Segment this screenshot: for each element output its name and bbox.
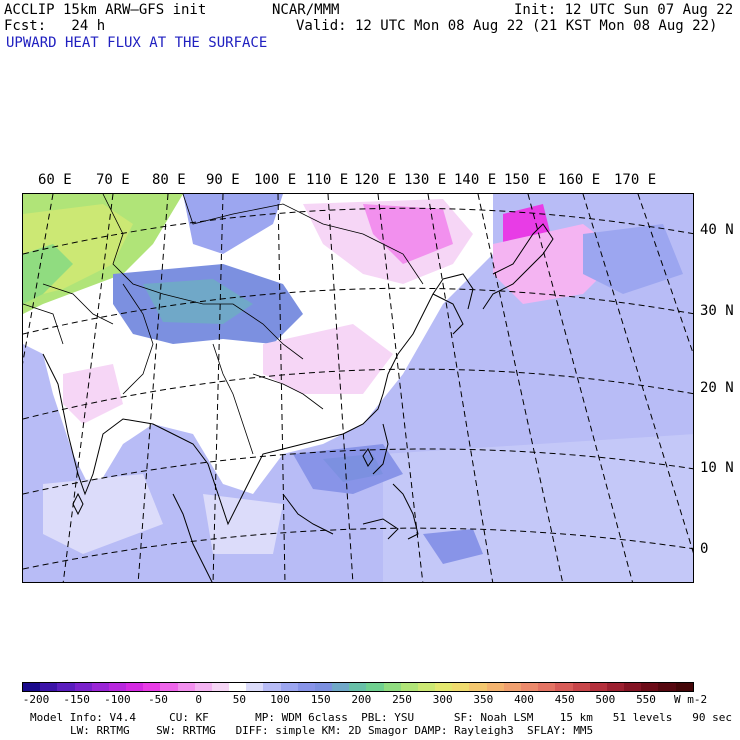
colorbar-swatch <box>229 683 247 691</box>
colorbar-swatch <box>108 683 127 691</box>
model-info-line2: LW: RRTMG SW: RRTMG DIFF: simple KM: 2D … <box>70 724 594 737</box>
colorbar-swatch <box>143 683 161 691</box>
negative-flux-region <box>63 364 123 424</box>
colorbar-swatch <box>503 683 521 691</box>
colorbar-swatch <box>280 683 298 691</box>
init-time: Init: 12 UTC Sun 07 Aug 22 <box>514 2 734 18</box>
model-info-line1: Model Info: V4.4 CU: KF MP: WDM 6class P… <box>30 711 732 724</box>
colorbar-swatch <box>675 683 693 691</box>
colorbar-swatch <box>263 683 281 691</box>
colorbar-tick-label: -150 <box>63 693 90 706</box>
colorbar-swatch <box>435 683 453 691</box>
colorbar-tick-label: -50 <box>148 693 168 706</box>
colorbar-swatch <box>23 683 41 691</box>
colorbar-swatch <box>589 683 607 691</box>
lon-label: 110 E <box>306 172 349 188</box>
graticule-lon <box>23 194 693 582</box>
plateau-field <box>143 279 253 324</box>
coastlines <box>42 223 554 582</box>
colorbar-swatch <box>624 683 642 691</box>
colorbar-tick-label: 200 <box>351 693 372 706</box>
colorbar-swatch <box>572 683 590 691</box>
colorbar-swatch <box>400 683 418 691</box>
colorbar-swatch <box>160 683 178 691</box>
graticule-lat <box>23 207 693 570</box>
colorbar-swatch <box>383 683 401 691</box>
colorbar-swatch <box>417 683 436 691</box>
colorbar-swatch <box>658 683 676 691</box>
colorbar-tick-label: 550 <box>636 693 656 706</box>
colorbar-swatch <box>194 683 212 691</box>
colorbar-swatch <box>91 683 109 691</box>
colorbar-swatch <box>538 683 556 691</box>
colorbar-swatch <box>211 683 230 691</box>
lon-label: 170 E <box>614 172 657 188</box>
institution-label: NCAR/MMM <box>272 2 340 18</box>
colorbar-swatch <box>349 683 367 691</box>
colorbar-swatch <box>126 683 144 691</box>
colorbar-swatch <box>74 683 92 691</box>
lat-label: 0 <box>700 541 709 557</box>
colorbar-tick-label: -200 <box>22 693 50 706</box>
valid-time: Valid: 12 UTC Mon 08 Aug 22 (21 KST Mon … <box>296 18 718 34</box>
colorbar-swatch <box>555 683 573 691</box>
lon-label: 150 E <box>504 172 547 188</box>
negative-flux-region <box>363 204 453 264</box>
lon-label: 60 E <box>38 172 72 188</box>
high-flux-region <box>23 244 73 304</box>
colorbar-swatch <box>606 683 625 691</box>
colorbar-swatch <box>520 683 539 691</box>
lat-label: 40 N <box>700 222 734 238</box>
field-title: UPWARD HEAT FLUX AT THE SURFACE <box>6 35 268 51</box>
colorbar-units: W m-2 <box>674 693 708 706</box>
ocean-flux-blob <box>323 454 383 482</box>
lat-label: 20 N <box>700 380 734 396</box>
colorbar-swatch <box>366 683 384 691</box>
lat-label: 30 N <box>700 303 734 319</box>
lon-label: 70 E <box>96 172 130 188</box>
lon-label: 90 E <box>206 172 240 188</box>
ocean-field-light <box>383 434 693 582</box>
colorbar-tick-label: 250 <box>392 693 412 706</box>
colorbar-swatch <box>40 683 58 691</box>
colorbar-tick-label: 0 <box>195 693 202 706</box>
lon-label: 140 E <box>454 172 497 188</box>
colorbar-swatch <box>452 683 470 691</box>
lon-label: 120 E <box>354 172 397 188</box>
colorbar-tick-label: 300 <box>432 693 453 706</box>
colorbar <box>22 682 694 692</box>
colorbar-tick-label: 400 <box>514 693 534 706</box>
heat-flux-map <box>22 193 694 583</box>
lon-label: 130 E <box>404 172 447 188</box>
colorbar-swatch <box>297 683 315 691</box>
colorbar-swatch <box>177 683 195 691</box>
lon-label: 80 E <box>152 172 186 188</box>
model-title: ACCLIP 15km ARW–GFS init <box>4 2 207 18</box>
country-borders <box>23 194 424 455</box>
ocean-flux-blob <box>423 529 483 564</box>
lon-label: 100 E <box>254 172 297 188</box>
forecast-hour: Fcst: 24 h <box>4 18 106 34</box>
colorbar-swatch <box>469 683 487 691</box>
colorbar-tick-label: 50 <box>232 693 246 706</box>
ocean-flux-blob <box>583 224 683 294</box>
negative-flux-region <box>263 324 393 394</box>
colorbar-swatch <box>57 683 75 691</box>
ocean-flux-blob <box>43 474 163 554</box>
colorbar-swatch <box>486 683 504 691</box>
colorbar-tick-label: 350 <box>473 693 494 706</box>
colorbar-swatch <box>332 683 350 691</box>
colorbar-tick-label: -100 <box>104 693 131 706</box>
colorbar-tick-label: 500 <box>595 693 616 706</box>
colorbar-swatch <box>314 683 333 691</box>
lat-label: 10 N <box>700 460 734 476</box>
lon-label: 160 E <box>558 172 601 188</box>
colorbar-tick-label: 450 <box>554 693 575 706</box>
colorbar-tick-label: 100 <box>270 693 290 706</box>
colorbar-swatch <box>641 683 659 691</box>
colorbar-tick-label: 150 <box>310 693 331 706</box>
colorbar-swatch <box>246 683 264 691</box>
